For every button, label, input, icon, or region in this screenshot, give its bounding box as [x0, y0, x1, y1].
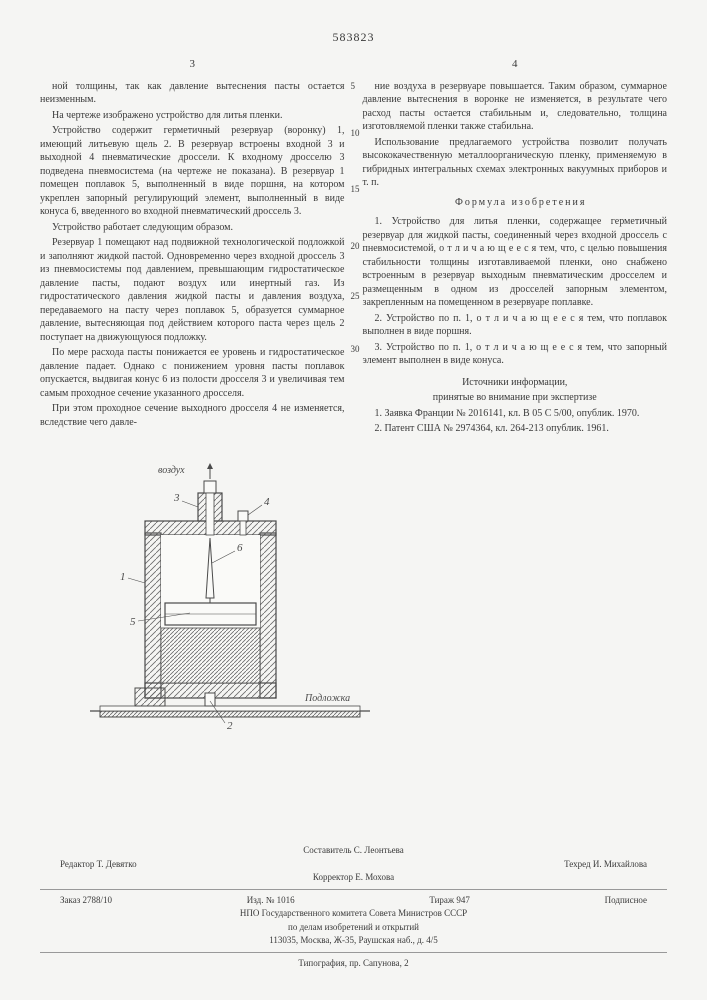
left-p1: ной толщины, так как давление вытеснения…: [40, 80, 345, 107]
left-p2: На чертеже изображено устройство для лит…: [40, 109, 345, 123]
technical-drawing: воздух Подложка 1 2 3 4 5 6: [90, 463, 667, 743]
right-col-number: 4: [363, 57, 668, 72]
left-column: 3 ной толщины, так как давление вытеснен…: [40, 57, 345, 438]
right-p2: Использование предлагаемого устройства п…: [363, 136, 668, 190]
footer-org1: НПО Государственного комитета Совета Мин…: [40, 907, 667, 921]
right-column: 5 10 15 20 25 30 4 ние воздуха в резерву…: [363, 57, 668, 438]
right-p1: ние воздуха в резервуаре повышается. Так…: [363, 80, 668, 134]
footer-address: 113035, Москва, Ж-35, Раушская наб., д. …: [40, 934, 667, 948]
fig-label-podlozhka: Подложка: [304, 693, 350, 704]
footer-pub-row: Заказ 2788/10 Изд. № 1016 Тираж 947 Подп…: [40, 894, 667, 908]
svg-text:5: 5: [130, 616, 136, 628]
footer-org2: по делам изобретений и открытий: [40, 921, 667, 935]
left-p7: При этом проходное сечение выходного дро…: [40, 402, 345, 429]
footer-corrector: Корректор Е. Мохова: [40, 871, 667, 885]
formula-title: Формула изобретения: [363, 196, 668, 210]
line-num-5: 5: [351, 82, 356, 91]
formula-3: 3. Устройство по п. 1, о т л и ч а ю щ е…: [363, 341, 668, 368]
svg-text:6: 6: [237, 542, 243, 554]
left-col-number: 3: [40, 57, 345, 72]
line-num-10: 10: [351, 129, 360, 138]
fig-label-vozdukh: воздух: [158, 465, 185, 476]
svg-text:1: 1: [120, 571, 126, 583]
sources-subtitle: принятые во внимание при экспертизе: [363, 391, 668, 405]
footer-order: Заказ 2788/10: [60, 894, 112, 908]
formula-2: 2. Устройство по п. 1, о т л и ч а ю щ е…: [363, 312, 668, 339]
footer-credits-row: Редактор Т. Девятко Техред И. Михайлова: [40, 858, 667, 872]
left-p3: Устройство содержит герметичный резервуа…: [40, 124, 345, 219]
line-num-30: 30: [351, 345, 360, 354]
svg-text:3: 3: [173, 492, 180, 504]
line-num-20: 20: [351, 242, 360, 251]
left-p4: Устройство работает следующим образом.: [40, 221, 345, 235]
footer-sub: Подписное: [605, 894, 647, 908]
footer-tirazh: Тираж 947: [429, 894, 470, 908]
footer: Составитель С. Леонтьева Редактор Т. Дев…: [40, 844, 667, 970]
formula-1: 1. Устройство для литья пленки, содержащ…: [363, 215, 668, 310]
footer-typography: Типография, пр. Сапунова, 2: [40, 957, 667, 971]
left-p6: По мере расхода пасты понижается ее уров…: [40, 346, 345, 400]
svg-text:4: 4: [264, 496, 270, 508]
left-p5: Резервуар 1 помещают над подвижной техно…: [40, 236, 345, 344]
footer-techred: Техред И. Михайлова: [564, 858, 647, 872]
footer-editor: Редактор Т. Девятко: [60, 858, 137, 872]
text-columns: 3 ной толщины, так как давление вытеснен…: [40, 57, 667, 438]
sources-title: Источники информации,: [363, 376, 668, 390]
line-num-15: 15: [351, 185, 360, 194]
source-2: 2. Патент США № 2974364, кл. 264-213 опу…: [363, 422, 668, 436]
source-1: 1. Заявка Франции № 2016141, кл. В 05 С …: [363, 407, 668, 421]
svg-text:2: 2: [227, 720, 233, 732]
doc-number: 583823: [40, 30, 667, 45]
footer-compiler: Составитель С. Леонтьева: [40, 844, 667, 858]
footer-izd: Изд. № 1016: [247, 894, 295, 908]
line-num-25: 25: [351, 292, 360, 301]
